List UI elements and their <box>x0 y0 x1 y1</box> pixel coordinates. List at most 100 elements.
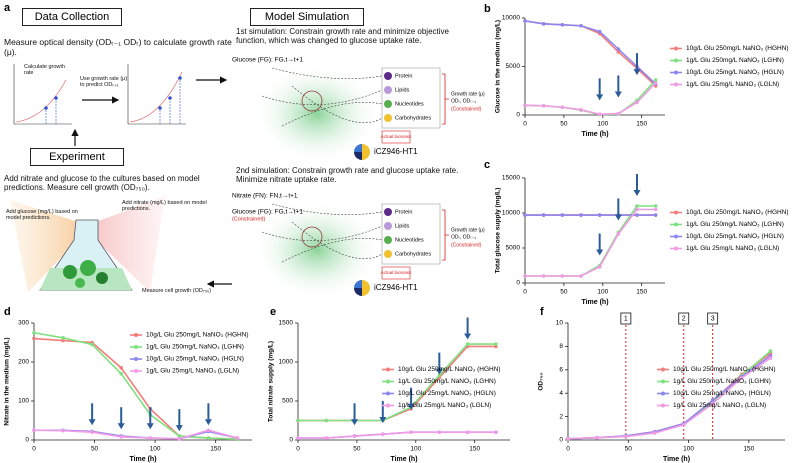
legend-swatch <box>674 58 678 63</box>
data-point <box>148 436 153 440</box>
marker-label: 1 <box>624 315 628 322</box>
growth-label: Growth rate (μ) <box>451 227 485 233</box>
data-point <box>32 336 36 341</box>
data-point <box>566 437 570 441</box>
model-icon <box>362 144 370 160</box>
series-line <box>298 431 496 439</box>
data-point <box>616 50 621 54</box>
data-point <box>177 434 182 438</box>
section-title: Data Collection <box>22 8 122 26</box>
x-tick-label: 50 <box>625 446 633 453</box>
model-icon <box>362 280 370 296</box>
x-tick-label: 0 <box>566 446 570 453</box>
x-tick-label: 50 <box>91 446 99 453</box>
data-point <box>681 422 686 427</box>
legend-label: 10g/L Glu 25mg/L NaNO₃ (HGLN) <box>673 390 771 397</box>
y-tick-label: 10000 <box>502 210 520 217</box>
legend-label: 1g/L Glu 25mg/L NaNO₃ (LGLN) <box>686 81 779 88</box>
simulation-text: 2nd simulation: Constrain growth rate an… <box>236 166 459 185</box>
legend-swatch <box>674 70 678 75</box>
x-tick-label: 150 <box>743 446 754 453</box>
series-line <box>524 20 657 85</box>
legend-swatch <box>134 345 138 349</box>
legend-swatch <box>386 391 390 396</box>
input-label: Glucose (FG): FG,t→t+1 <box>232 57 303 64</box>
data-point <box>235 436 240 440</box>
annotation-arrowhead <box>351 419 359 426</box>
legend-swatch <box>674 210 678 215</box>
flow-arrows <box>71 76 232 288</box>
x-tick-label: 0 <box>296 446 300 453</box>
legend-label: 1g/L Glu 250mg/L NaNO₃ (LGHN) <box>146 344 244 351</box>
component-dot <box>384 72 392 80</box>
data-point <box>595 435 599 440</box>
data-point <box>523 19 527 23</box>
constrained-label: (Constrained) <box>451 106 482 112</box>
x-axis-label: Time (h) <box>581 131 608 138</box>
legend-label: 10g/L Glu 250mg/L NaNO₃ (HGHN) <box>686 45 789 52</box>
pathway <box>281 102 383 127</box>
data-point <box>32 330 36 335</box>
data-point <box>296 418 300 423</box>
data-point <box>541 213 546 217</box>
section-text: Measure optical density (ODₜ₋₁ ODₜ) to c… <box>4 37 232 57</box>
data-point <box>206 428 211 433</box>
data-point <box>597 265 602 269</box>
x-tick-label: 100 <box>597 121 608 128</box>
y-tick-label: 0 <box>289 437 293 444</box>
marker-box <box>707 312 719 325</box>
data-point <box>61 428 65 433</box>
y-tick-label: 10 <box>556 320 564 327</box>
biomass-box <box>381 130 411 144</box>
legend-label: 10g/L Glu 250mg/L NaNO₃ (HGHN) <box>686 209 789 216</box>
data-point <box>653 78 658 82</box>
y-tick-label: 0 <box>559 437 563 444</box>
pathway <box>301 226 323 248</box>
x-tick-label: 150 <box>636 289 647 296</box>
annotation-arrowhead <box>464 333 472 340</box>
arrow-label: Use growth rate (μ) to predict ODₜ₊₁ <box>80 76 128 89</box>
pathway <box>291 85 383 124</box>
x-axis-label: Time (h) <box>663 456 690 463</box>
data-point <box>560 105 565 110</box>
x-tick-label: 150 <box>636 121 647 128</box>
component-label: Carbohydrates <box>395 115 431 121</box>
panel-label: b <box>484 3 491 15</box>
data-point <box>624 434 628 439</box>
legend-swatch <box>674 222 678 227</box>
y-tick-label: 0 <box>516 280 520 287</box>
legend-swatch <box>386 379 390 384</box>
y-axis-label: Nitrate in the medium (mg/L) <box>4 337 11 425</box>
component-label: Nucleotides <box>395 237 424 243</box>
series-line <box>567 357 771 440</box>
legend-swatch <box>134 357 138 361</box>
series-line <box>298 343 496 422</box>
data-point <box>541 274 546 278</box>
legend-swatch <box>661 367 665 372</box>
x-axis-label: Time (h) <box>129 456 156 463</box>
growth-label: ODₜ, ODₜ₋₁ <box>451 98 476 104</box>
data-point <box>90 342 94 347</box>
x-tick-label: 100 <box>150 446 161 453</box>
data-point <box>381 432 385 436</box>
section-title: Experiment <box>30 148 124 166</box>
model-icon <box>354 288 362 296</box>
data-point <box>635 100 639 105</box>
y-tick-label: 4 <box>559 390 563 397</box>
mini-plot <box>13 64 186 125</box>
data-point <box>616 232 621 236</box>
panel-label: c <box>484 159 490 171</box>
annotation-arrowhead <box>88 419 96 426</box>
data-point <box>119 435 123 439</box>
series-line <box>33 429 238 440</box>
panel-label: a <box>4 2 11 14</box>
data-point <box>494 430 498 435</box>
legend-swatch <box>674 246 678 251</box>
data-point <box>90 430 94 435</box>
data-point <box>409 430 413 435</box>
data-point <box>119 371 123 376</box>
component-dot <box>384 208 392 216</box>
biomass-label: Actual biomass <box>381 270 412 275</box>
legend-swatch <box>674 46 678 51</box>
data-point <box>635 213 639 217</box>
